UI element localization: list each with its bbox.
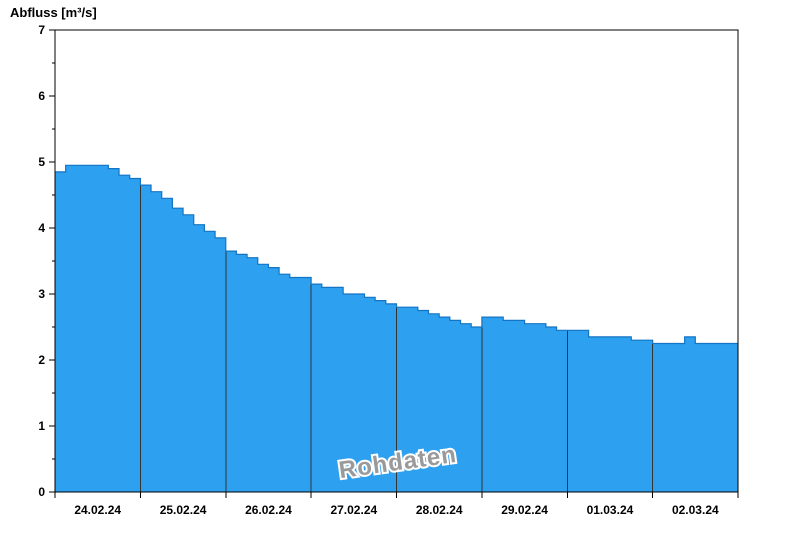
y-tick-label: 1 [38,419,45,433]
y-tick-label: 2 [38,353,45,367]
x-tick-label: 01.03.24 [587,503,634,517]
chart-title: Abfluss [m³/s] [10,5,97,20]
y-tick-label: 0 [38,485,45,499]
x-tick-label: 26.02.24 [245,503,292,517]
axes-layer: 0 1 2 3 4 5 6 7 24.02.24 25.02.24 26.02.24 27.02.24… [38,23,739,517]
x-tick-label: 24.02.24 [74,503,121,517]
x-tick-label: 25.02.24 [160,503,207,517]
discharge-outline [55,164,738,345]
y-tick-label: 7 [38,23,45,37]
y-tick-label: 5 [38,155,45,169]
x-tick-label: 28.02.24 [416,503,463,517]
x-tick-label: 02.03.24 [672,503,719,517]
y-tick-label: 6 [38,89,45,103]
plot-area [55,164,738,493]
x-tick-label: 29.02.24 [501,503,548,517]
y-tick-label: 4 [38,221,45,235]
x-tick-label: 27.02.24 [330,503,377,517]
y-tick-label: 3 [38,287,45,301]
